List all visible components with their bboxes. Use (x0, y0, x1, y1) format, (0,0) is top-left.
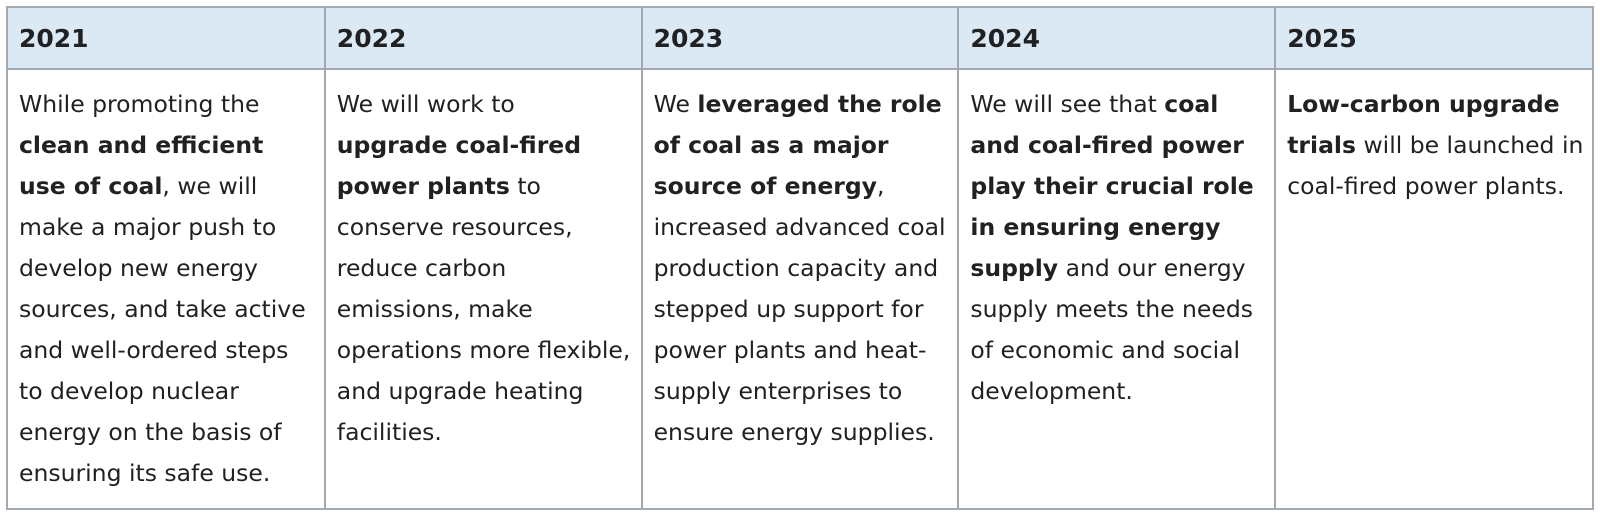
cell-text-segment: to conserve resources, reduce carbon emi… (336, 172, 631, 446)
cell-text-segment: , we will make a major push to develop n… (19, 172, 306, 487)
header-cell-2023: 2023 (641, 8, 960, 70)
header-row: 2021 2022 2023 2024 2025 (8, 8, 1592, 70)
table-header: 2021 2022 2023 2024 2025 (8, 8, 1592, 70)
table-body: While promoting the clean and efficient … (8, 69, 1592, 508)
policy-table-container: 2021 2022 2023 2024 2025 While promoting… (6, 6, 1594, 510)
cell-text-segment: will be launched in coal-fired power pla… (1287, 131, 1584, 200)
coal-policy-table: 2021 2022 2023 2024 2025 While promoting… (8, 8, 1592, 508)
cell-text-segment: We (653, 90, 698, 118)
table-row: While promoting the clean and efficient … (8, 69, 1592, 508)
body-cell-2021: While promoting the clean and efficient … (8, 69, 326, 508)
header-cell-2022: 2022 (324, 8, 643, 70)
body-cell-2024: We will see that coal and coal-fired pow… (958, 69, 1277, 508)
cell-text-segment: , increased advanced coal production cap… (653, 172, 946, 446)
cell-text-segment: and our energy supply meets the needs of… (970, 254, 1254, 405)
header-cell-2021: 2021 (8, 8, 326, 70)
cell-text-segment-bold: leveraged the role of coal as a major so… (653, 90, 942, 200)
cell-text-segment: We will see that (970, 90, 1165, 118)
body-cell-2025: Low-carbon upgrade trials will be launch… (1275, 69, 1592, 508)
header-cell-2024: 2024 (958, 8, 1277, 70)
body-cell-2023: We leveraged the role of coal as a major… (641, 69, 960, 508)
cell-text-segment-bold: Low-carbon upgrade trials (1287, 90, 1560, 159)
cell-text-segment: We will work to (336, 90, 515, 118)
cell-text-segment-bold: clean and efficient use of coal (19, 131, 264, 200)
body-cell-2022: We will work to upgrade coal-fired power… (324, 69, 643, 508)
cell-text-segment-bold: coal and coal-fired power play their cru… (970, 90, 1254, 282)
cell-text-segment-bold: upgrade coal-fired power plants (336, 131, 582, 200)
header-cell-2025: 2025 (1275, 8, 1592, 70)
cell-text-segment: While promoting the (19, 90, 260, 118)
